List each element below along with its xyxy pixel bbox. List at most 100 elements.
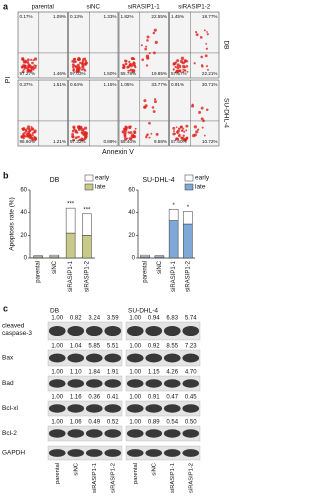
chart-title: SU-DHL-4: [142, 177, 174, 184]
density-value: 1.00: [51, 344, 63, 350]
event-dot: [180, 136, 183, 140]
blot-band: [85, 353, 103, 363]
event-dot: [198, 110, 202, 114]
quadrant-percent: 0.64%: [70, 82, 83, 87]
quadrant-percent: 1.45%: [171, 14, 184, 19]
legend-swatch: [184, 183, 194, 191]
event-dot: [71, 132, 74, 136]
event-dot: [195, 33, 199, 37]
event-dot: [183, 69, 186, 72]
blot-band: [126, 353, 144, 363]
blot-band: [48, 325, 66, 337]
event-dot: [204, 54, 208, 58]
y-tick-label: 60: [128, 188, 135, 194]
event-dot: [32, 68, 35, 71]
event-dot: [153, 100, 157, 104]
legend-swatch: [184, 174, 194, 182]
event-dot: [143, 105, 147, 109]
column-header: siRASIP1-2: [178, 4, 211, 11]
event-dot: [183, 138, 188, 142]
event-dot: [182, 134, 185, 137]
blot-band: [85, 429, 103, 438]
blot-strip: [125, 349, 201, 367]
density-value: 1.00: [129, 316, 141, 322]
blot-strip: [125, 400, 201, 417]
lane-label: siRASIP1-2: [110, 463, 116, 493]
event-dot: [23, 131, 26, 135]
event-dot: [185, 124, 189, 128]
density-value: 1.00: [51, 316, 63, 322]
event-dot: [155, 132, 159, 136]
x-tick-label: siRASIP1-2: [185, 260, 191, 292]
density-value: 4.70: [185, 370, 197, 376]
event-dot: [29, 69, 32, 73]
flow-plot: [118, 11, 169, 79]
density-value: 7.23: [185, 344, 197, 350]
event-dot: [152, 31, 156, 35]
event-dot: [181, 64, 186, 69]
event-dot: [31, 137, 34, 140]
event-dot: [72, 138, 75, 142]
event-dot: [130, 135, 134, 139]
event-dot: [140, 44, 143, 47]
blot-band: [104, 404, 122, 413]
event-dot: [146, 39, 149, 42]
density-value: 1.91: [107, 370, 119, 376]
bar-segment: [183, 211, 193, 225]
blot-band: [126, 404, 144, 413]
event-dot: [27, 69, 31, 73]
event-dot: [179, 125, 183, 129]
flow-plot: [118, 79, 169, 147]
lane-label: parental: [133, 463, 139, 484]
event-dot: [143, 99, 147, 103]
event-dot: [200, 106, 204, 110]
event-dot: [150, 132, 153, 135]
protein-label: GAPDH: [2, 450, 25, 457]
blot-band: [182, 449, 200, 457]
event-dot: [83, 62, 87, 65]
blot-band: [126, 429, 144, 438]
event-dot: [148, 52, 151, 55]
quadrant-percent: 1.82%: [121, 14, 134, 19]
event-dot: [76, 70, 79, 73]
bar-segment: [82, 213, 92, 236]
bar-segment: [49, 254, 60, 258]
density-value: 1.06: [70, 420, 82, 426]
event-dot: [193, 125, 197, 129]
blot-band: [67, 404, 85, 413]
event-dot: [200, 117, 204, 121]
bar-segment: [183, 223, 193, 259]
density-value: 1.00: [129, 344, 141, 350]
x-tick-label: siRASIP1-1: [171, 260, 177, 292]
blot-band: [182, 379, 200, 388]
quadrant-percent: 19.85%: [151, 71, 167, 76]
row-label: SU-DHL-4: [222, 98, 229, 128]
density-value: 1.00: [51, 420, 63, 426]
event-dot: [154, 40, 158, 44]
event-dot: [180, 56, 185, 61]
legend-label: late: [95, 184, 106, 191]
panel-label: c: [3, 303, 8, 313]
density-value: 0.49: [88, 420, 100, 426]
event-dot: [21, 70, 25, 74]
event-dot: [128, 60, 131, 64]
blot-strip: [47, 425, 123, 442]
blot-strip: [125, 321, 201, 341]
blot-band: [182, 404, 200, 413]
quadrant-percent: 22.55%: [151, 14, 167, 19]
event-dot: [176, 59, 180, 63]
event-dot: [179, 59, 184, 64]
event-dot: [128, 137, 132, 140]
quadrant-percent: 33.77%: [151, 82, 167, 87]
figure: a parental siNC siRASIP1-1 siRASIP1-2 DB 0.17%…: [2, 1, 229, 493]
event-dot: [75, 65, 78, 69]
blot-band: [48, 353, 66, 363]
density-value: 0.82: [70, 316, 82, 322]
event-dot: [141, 58, 144, 62]
x-tick-label: parental: [36, 261, 42, 283]
event-dot: [148, 136, 151, 139]
event-dot: [199, 36, 203, 39]
event-dot: [83, 130, 87, 135]
event-dot: [83, 57, 87, 60]
event-dot: [23, 68, 25, 71]
